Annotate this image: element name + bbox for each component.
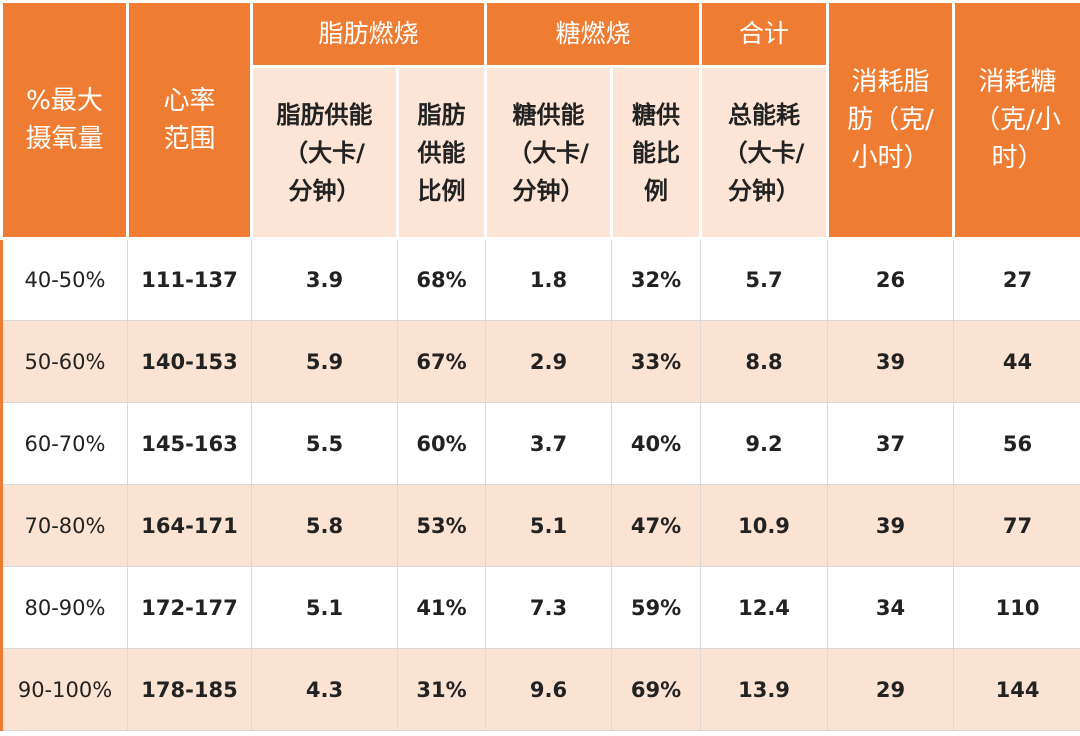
subheader-sugar-kcal: 糖供能 （大卡/ 分钟）: [484, 65, 614, 240]
subheader-fat-kcal: 脂肪供能 （大卡/ 分钟）: [250, 65, 399, 240]
cell-heart-rate: 178-185: [127, 648, 252, 731]
subheader-total-kcal-line2: （大卡/: [723, 138, 805, 167]
cell-sugar-ratio: 33%: [611, 320, 702, 403]
cell-sugar-ratio: 59%: [611, 566, 702, 649]
subheader-sugar-kcal-line1: 糖供能: [512, 100, 585, 129]
cell-fat-kcal: 5.9: [251, 320, 398, 403]
subheader-total-kcal: 总能耗 （大卡/ 分钟）: [699, 65, 830, 240]
cell-total-kcal: 5.7: [700, 238, 829, 321]
cell-sugar-ratio: 47%: [611, 484, 702, 567]
header-fat-consumed-line2: 肪（克/: [847, 105, 934, 135]
cell-fat-kcal: 5.1: [251, 566, 398, 649]
header-group-total: 合计: [699, 0, 830, 68]
cell-max-oxygen: 60-70%: [0, 402, 128, 485]
cell-sugar-ratio: 32%: [611, 238, 702, 321]
cell-fat-grams: 39: [827, 320, 955, 403]
cell-max-oxygen: 40-50%: [0, 238, 128, 321]
subheader-fat-kcal-line2: （大卡/: [284, 138, 365, 167]
header-group-fat-burn: 脂肪燃烧: [249, 0, 488, 68]
cell-sugar-grams: 56: [953, 402, 1080, 485]
table-row: 50-60% 140-153 5.9 67% 2.9 33% 8.8 39 44: [0, 320, 1080, 403]
cell-fat-grams: 26: [827, 238, 955, 321]
cell-sugar-grams: 27: [953, 238, 1080, 321]
cell-fat-kcal: 5.8: [251, 484, 398, 567]
cell-sugar-kcal: 1.8: [485, 238, 613, 321]
table-row: 80-90% 172-177 5.1 41% 7.3 59% 12.4 34 1…: [0, 566, 1080, 649]
cell-fat-ratio: 41%: [396, 566, 487, 649]
cell-fat-ratio: 68%: [396, 238, 487, 321]
header-fat-consumed-line1: 消耗脂: [851, 67, 930, 97]
subheader-fat-ratio: 脂肪 供能 比例: [395, 65, 488, 240]
header-fat-consumed: 消耗脂 肪（克/ 小时）: [826, 0, 956, 240]
subheader-total-kcal-line3: 分钟）: [728, 176, 801, 205]
cell-fat-grams: 39: [827, 484, 955, 567]
header-sugar-consumed-line2: （克/小: [974, 105, 1061, 135]
subheader-fat-kcal-line3: 分钟）: [288, 176, 361, 205]
cell-sugar-grams: 110: [953, 566, 1080, 649]
subheader-fat-ratio-line2: 供能: [417, 138, 466, 167]
cell-total-kcal: 13.9: [700, 648, 829, 731]
table-row: 60-70% 145-163 5.5 60% 3.7 40% 9.2 37 56: [0, 402, 1080, 485]
table-row: 70-80% 164-171 5.8 53% 5.1 47% 10.9 39 7…: [0, 484, 1080, 567]
cell-max-oxygen: 90-100%: [0, 648, 128, 731]
cell-sugar-kcal: 7.3: [485, 566, 613, 649]
cell-total-kcal: 9.2: [700, 402, 829, 485]
cell-fat-ratio: 60%: [396, 402, 487, 485]
cell-sugar-grams: 77: [953, 484, 1080, 567]
subheader-fat-ratio-line1: 脂肪: [417, 100, 466, 129]
header-heart-rate: 心率 范围: [126, 0, 253, 240]
subheader-sugar-ratio-line2: 能比: [632, 138, 681, 167]
header-fat-consumed-line3: 小时）: [851, 143, 930, 173]
cell-fat-ratio: 67%: [396, 320, 487, 403]
cell-sugar-grams: 44: [953, 320, 1080, 403]
header-max-oxygen-line1: %最大: [26, 86, 103, 116]
cell-fat-grams: 29: [827, 648, 955, 731]
subheader-total-kcal-line1: 总能耗: [728, 100, 801, 129]
cell-max-oxygen: 80-90%: [0, 566, 128, 649]
subheader-sugar-kcal-line3: 分钟）: [512, 176, 585, 205]
table-row: 90-100% 178-185 4.3 31% 9.6 69% 13.9 29 …: [0, 648, 1080, 731]
header-sugar-consumed-line1: 消耗糖: [978, 67, 1057, 97]
cell-total-kcal: 12.4: [700, 566, 829, 649]
cell-max-oxygen: 70-80%: [0, 484, 128, 567]
cell-fat-kcal: 5.5: [251, 402, 398, 485]
cell-total-kcal: 8.8: [700, 320, 829, 403]
header-heart-rate-line2: 范围: [163, 124, 216, 154]
subheader-fat-ratio-line3: 比例: [417, 176, 466, 205]
header-sugar-consumed: 消耗糖 （克/小 时）: [952, 0, 1080, 240]
cell-sugar-ratio: 40%: [611, 402, 702, 485]
cell-sugar-kcal: 5.1: [485, 484, 613, 567]
cell-fat-grams: 37: [827, 402, 955, 485]
cell-sugar-ratio: 69%: [611, 648, 702, 731]
cell-total-kcal: 10.9: [700, 484, 829, 567]
cell-sugar-kcal: 3.7: [485, 402, 613, 485]
cell-heart-rate: 145-163: [127, 402, 252, 485]
cell-max-oxygen: 50-60%: [0, 320, 128, 403]
subheader-sugar-ratio-line3: 例: [644, 176, 669, 205]
cell-heart-rate: 111-137: [127, 238, 252, 321]
header-sugar-consumed-line3: 时）: [991, 143, 1044, 173]
cell-fat-ratio: 31%: [396, 648, 487, 731]
cell-fat-kcal: 3.9: [251, 238, 398, 321]
header-max-oxygen-line2: 摄氧量: [25, 124, 104, 154]
cell-sugar-grams: 144: [953, 648, 1080, 731]
table-row: 40-50% 111-137 3.9 68% 1.8 32% 5.7 26 27: [0, 238, 1080, 321]
subheader-sugar-ratio: 糖供 能比 例: [610, 65, 703, 240]
header-heart-rate-line1: 心率: [163, 86, 216, 116]
subheader-sugar-kcal-line2: （大卡/: [508, 138, 589, 167]
header-group-sugar-burn: 糖燃烧: [484, 0, 703, 68]
cell-heart-rate: 172-177: [127, 566, 252, 649]
cell-fat-kcal: 4.3: [251, 648, 398, 731]
subheader-sugar-ratio-line1: 糖供: [632, 100, 681, 129]
header-max-oxygen: %最大 摄氧量: [0, 0, 129, 240]
cell-sugar-kcal: 9.6: [485, 648, 613, 731]
subheader-fat-kcal-line1: 脂肪供能: [276, 100, 373, 129]
cell-heart-rate: 164-171: [127, 484, 252, 567]
cell-fat-grams: 34: [827, 566, 955, 649]
cell-heart-rate: 140-153: [127, 320, 252, 403]
cell-sugar-kcal: 2.9: [485, 320, 613, 403]
cell-fat-ratio: 53%: [396, 484, 487, 567]
